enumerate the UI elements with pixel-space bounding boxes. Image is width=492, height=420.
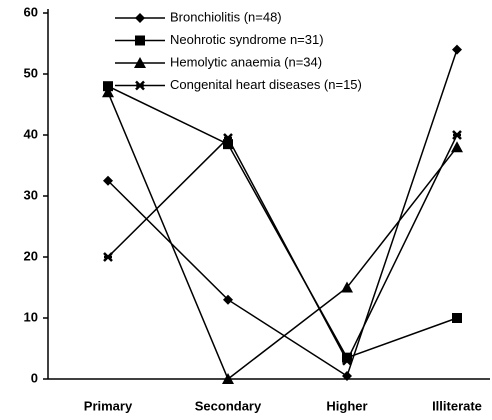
marker	[342, 370, 352, 381]
series-line	[107, 92, 458, 381]
marker	[452, 130, 462, 140]
y-tick-label: 10	[24, 309, 38, 324]
legend-marker	[135, 80, 145, 91]
y-tick-label: 50	[24, 65, 38, 80]
x-tick-label: Secondary	[195, 398, 262, 413]
marker	[103, 81, 113, 92]
legend-marker	[135, 35, 145, 46]
legend-marker	[135, 13, 145, 23]
y-tick-label: 40	[24, 126, 38, 141]
marker	[103, 175, 113, 186]
marker	[451, 141, 463, 153]
legend-label: Congenital heart diseases (n=15)	[170, 77, 362, 92]
y-tick-label: 60	[24, 4, 38, 19]
marker	[102, 86, 114, 98]
marker	[222, 373, 234, 384]
legend-label: Hemolytic anaemia (n=34)	[170, 54, 322, 69]
y-tick-label: 30	[24, 187, 38, 202]
x-tick-label: Illiterate	[432, 398, 482, 413]
x-tick-label: Higher	[326, 398, 367, 413]
marker	[223, 133, 233, 143]
series-line	[107, 49, 458, 378]
marker	[223, 294, 233, 305]
x-tick-label: Primary	[84, 398, 133, 413]
y-tick-label: 0	[31, 370, 38, 385]
marker	[342, 352, 352, 363]
legend-label: Bronchiolitis (n=48)	[170, 9, 282, 24]
legend-label: Neohrotic syndrome n=31)	[170, 32, 324, 47]
series-line	[107, 85, 458, 359]
marker	[342, 355, 352, 366]
marker	[341, 281, 353, 293]
series-line	[107, 134, 458, 363]
marker	[103, 252, 113, 262]
legend-marker	[134, 57, 146, 68]
marker	[452, 44, 462, 55]
y-tick-label: 20	[24, 248, 38, 263]
marker	[452, 313, 462, 323]
marker	[223, 139, 233, 150]
